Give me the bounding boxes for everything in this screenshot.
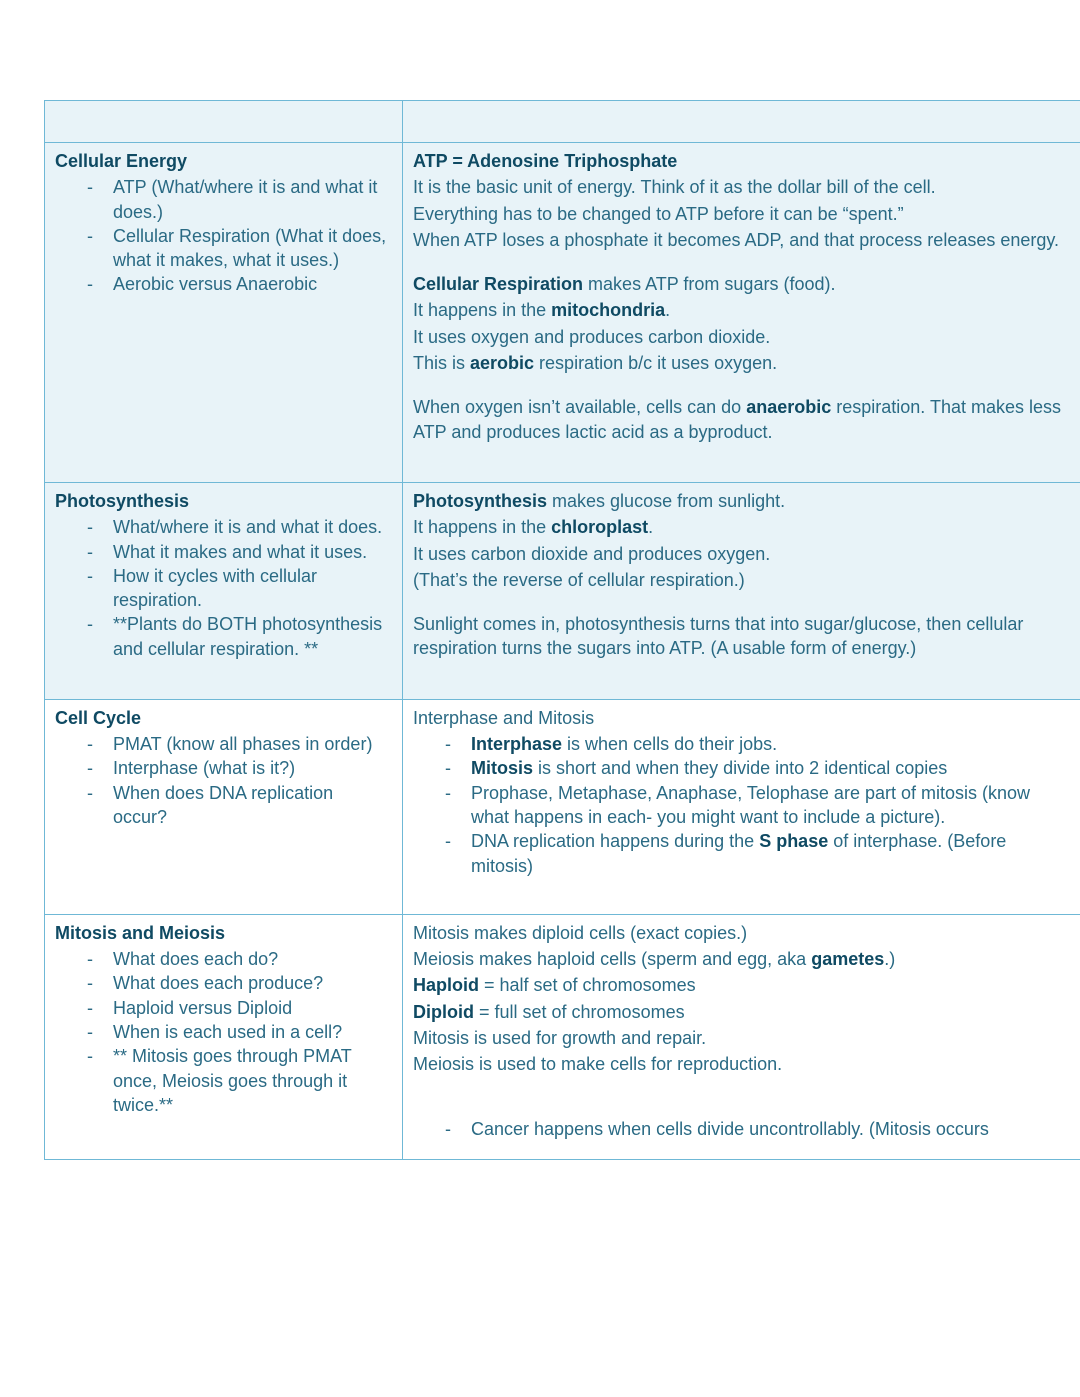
list-item: ** Mitosis goes through PMAT once, Meios…	[87, 1044, 392, 1117]
topic-cell	[45, 101, 403, 143]
spacer	[413, 446, 1070, 464]
content-cell: ATP = Adenosine TriphosphateIt is the ba…	[403, 143, 1080, 483]
list-item: DNA replication happens during the S pha…	[445, 829, 1070, 878]
list-item: PMAT (know all phases in order)	[87, 732, 392, 756]
content-paragraph: It happens in the chloroplast.	[413, 515, 1070, 539]
content-bullets: Interphase is when cells do their jobs.M…	[413, 732, 1070, 878]
list-item: When does DNA replication occur?	[87, 781, 392, 830]
content-cell: Mitosis makes diploid cells (exact copie…	[403, 914, 1080, 1159]
content-paragraph: Interphase and Mitosis	[413, 706, 1070, 730]
content-paragraph: Sunlight comes in, photosynthesis turns …	[413, 612, 1070, 661]
table-row: Cell CyclePMAT (know all phases in order…	[45, 699, 1080, 914]
list-item: How it cycles with cellular respiration.	[87, 564, 392, 613]
content-paragraph: Meiosis makes haploid cells (sperm and e…	[413, 947, 1070, 971]
list-item: Interphase is when cells do their jobs.	[445, 732, 1070, 756]
table-row: Mitosis and MeiosisWhat does each do?Wha…	[45, 914, 1080, 1159]
list-item: ATP (What/where it is and what it does.)	[87, 175, 392, 224]
topic-bullets: PMAT (know all phases in order)Interphas…	[55, 732, 392, 829]
spacer	[413, 1097, 1070, 1115]
content-paragraph: Cellular Respiration makes ATP from suga…	[413, 272, 1070, 296]
list-item: Prophase, Metaphase, Anaphase, Telophase…	[445, 781, 1070, 830]
content-bullets: Cancer happens when cells divide uncontr…	[413, 1117, 1070, 1141]
content-paragraph: (That’s the reverse of cellular respirat…	[413, 568, 1070, 592]
topic-cell: Cellular EnergyATP (What/where it is and…	[45, 143, 403, 483]
topic-title: Cell Cycle	[55, 706, 392, 730]
table-row: PhotosynthesisWhat/where it is and what …	[45, 482, 1080, 699]
content-paragraph: When oxygen isn’t available, cells can d…	[413, 395, 1070, 444]
spacer	[413, 377, 1070, 395]
content-paragraph: Meiosis is used to make cells for reprod…	[413, 1052, 1070, 1076]
content-paragraph: When ATP loses a phosphate it becomes AD…	[413, 228, 1070, 252]
topic-cell: Cell CyclePMAT (know all phases in order…	[45, 699, 403, 914]
list-item: What does each produce?	[87, 971, 392, 995]
study-table-body: Cellular EnergyATP (What/where it is and…	[45, 101, 1080, 1160]
topic-bullets: What/where it is and what it does.What i…	[55, 515, 392, 661]
study-table: Cellular EnergyATP (What/where it is and…	[44, 100, 1080, 1160]
content-cell: Interphase and MitosisInterphase is when…	[403, 699, 1080, 914]
table-row	[45, 101, 1080, 143]
content-paragraph: Diploid = full set of chromosomes	[413, 1000, 1070, 1024]
topic-title: Mitosis and Meiosis	[55, 921, 392, 945]
topic-bullets: ATP (What/where it is and what it does.)…	[55, 175, 392, 296]
list-item: What does each do?	[87, 947, 392, 971]
content-paragraph: It uses carbon dioxide and produces oxyg…	[413, 542, 1070, 566]
list-item: Cancer happens when cells divide uncontr…	[445, 1117, 1070, 1141]
topic-title: Cellular Energy	[55, 149, 392, 173]
content-paragraph: Everything has to be changed to ATP befo…	[413, 202, 1070, 226]
content-cell	[403, 101, 1080, 143]
content-paragraph: It happens in the mitochondria.	[413, 298, 1070, 322]
topic-title: Photosynthesis	[55, 489, 392, 513]
content-paragraph: It uses oxygen and produces carbon dioxi…	[413, 325, 1070, 349]
spacer	[413, 663, 1070, 681]
topic-bullets: What does each do?What does each produce…	[55, 947, 392, 1117]
list-item: Haploid versus Diploid	[87, 996, 392, 1020]
spacer	[413, 878, 1070, 896]
topic-cell: Mitosis and MeiosisWhat does each do?Wha…	[45, 914, 403, 1159]
content-cell: Photosynthesis makes glucose from sunlig…	[403, 482, 1080, 699]
list-item: Aerobic versus Anaerobic	[87, 272, 392, 296]
table-row: Cellular EnergyATP (What/where it is and…	[45, 143, 1080, 483]
content-paragraph: Mitosis is used for growth and repair.	[413, 1026, 1070, 1050]
content-paragraph: This is aerobic respiration b/c it uses …	[413, 351, 1070, 375]
list-item: When is each used in a cell?	[87, 1020, 392, 1044]
list-item: What/where it is and what it does.	[87, 515, 392, 539]
spacer	[413, 1079, 1070, 1097]
content-paragraph: Mitosis makes diploid cells (exact copie…	[413, 921, 1070, 945]
document-page: Cellular EnergyATP (What/where it is and…	[0, 0, 1080, 1160]
spacer	[413, 594, 1070, 612]
list-item: Interphase (what is it?)	[87, 756, 392, 780]
list-item: **Plants do BOTH photosynthesis and cell…	[87, 612, 392, 661]
spacer	[413, 254, 1070, 272]
list-item: What it makes and what it uses.	[87, 540, 392, 564]
content-paragraph: It is the basic unit of energy. Think of…	[413, 175, 1070, 199]
list-item: Mitosis is short and when they divide in…	[445, 756, 1070, 780]
content-paragraph: Haploid = half set of chromosomes	[413, 973, 1070, 997]
list-item: Cellular Respiration (What it does, what…	[87, 224, 392, 273]
content-paragraph: ATP = Adenosine Triphosphate	[413, 149, 1070, 173]
topic-cell: PhotosynthesisWhat/where it is and what …	[45, 482, 403, 699]
content-paragraph: Photosynthesis makes glucose from sunlig…	[413, 489, 1070, 513]
